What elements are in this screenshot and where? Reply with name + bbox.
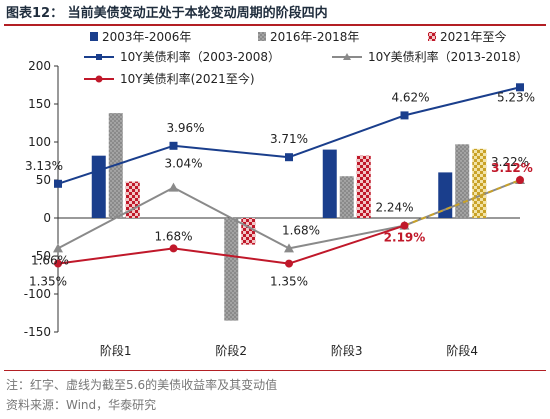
series-line-segment bbox=[288, 224, 405, 250]
series-line-segment bbox=[288, 224, 405, 265]
data-label: 3.71% bbox=[270, 132, 308, 146]
data-label: 5.23% bbox=[497, 90, 535, 104]
square-marker bbox=[169, 141, 178, 150]
data-label: 1.35% bbox=[29, 275, 67, 289]
data-label: 1.68% bbox=[282, 223, 320, 237]
series-line-segment bbox=[57, 144, 174, 185]
legend-label: 10Y美债利率(2021至今) bbox=[120, 71, 255, 86]
triangle-marker bbox=[168, 182, 179, 192]
legend-label: 10Y美债利率（2003-2008） bbox=[120, 49, 280, 64]
circle-marker bbox=[400, 221, 409, 230]
bar bbox=[472, 148, 487, 218]
legend-label: 2021年至今 bbox=[440, 29, 507, 44]
triangle-marker bbox=[53, 243, 63, 253]
square-marker bbox=[400, 111, 409, 120]
chart-axes: -150 -100 -50 0 50 100 150 200 阶段1 阶段2 阶段3 阶段4 bbox=[24, 59, 520, 358]
data-label: 1.35% bbox=[270, 275, 308, 289]
y-tick-label: -150 bbox=[24, 325, 51, 339]
title-rule bbox=[4, 24, 546, 26]
source-note: 资料来源：Wind，华泰研究 bbox=[6, 398, 157, 412]
legend-label: 2016年-2018年 bbox=[270, 30, 359, 44]
data-label: 1.66% bbox=[31, 253, 69, 267]
series-line-segment bbox=[173, 247, 290, 265]
legend-triangle-marker bbox=[343, 53, 351, 60]
legend-circle-marker bbox=[95, 75, 103, 83]
footnote: 注：红字、虚线为截至5.6的美债收益率及其变动值 bbox=[6, 378, 278, 392]
bar bbox=[438, 172, 453, 218]
y-tick-label: 200 bbox=[28, 59, 51, 73]
y-tick-label: -50 bbox=[31, 249, 51, 263]
y-tick-label: 50 bbox=[36, 173, 51, 187]
legend-label: 2003年-2006年 bbox=[102, 30, 191, 44]
square-marker bbox=[54, 179, 62, 188]
series-line-segment bbox=[57, 247, 174, 265]
x-tick-label: 阶段3 bbox=[331, 343, 363, 358]
data-label: 3.04% bbox=[164, 157, 202, 171]
y-tick-label: 150 bbox=[28, 97, 51, 111]
bar bbox=[339, 176, 354, 218]
legend-label: 10Y美债利率（2013-2018） bbox=[368, 49, 528, 64]
series-line-segment bbox=[404, 86, 521, 117]
circle-marker bbox=[516, 176, 524, 184]
series-line-segment bbox=[173, 144, 290, 159]
bar bbox=[455, 144, 470, 218]
series-line-segment bbox=[173, 186, 290, 250]
data-label: 2.24% bbox=[375, 201, 413, 215]
x-tick-label: 阶段1 bbox=[100, 343, 132, 358]
y-tick-label: 100 bbox=[28, 135, 51, 149]
square-marker bbox=[516, 83, 524, 92]
chart-legend: 2003年-2006年 2016年-2018年 2021年至今 10Y美债利率（200… bbox=[84, 29, 528, 86]
data-labels: 3.13% 3.96% 3.71% 4.62% 5.23% 1.66% 3.04% 1.68%… bbox=[25, 90, 535, 288]
square-marker bbox=[285, 153, 293, 162]
circle-marker bbox=[54, 259, 62, 268]
bar bbox=[224, 218, 239, 321]
legend-swatch bbox=[90, 32, 98, 41]
y-tick-label: -100 bbox=[24, 287, 51, 301]
data-label: 4.62% bbox=[391, 90, 429, 104]
bar bbox=[322, 149, 337, 218]
data-label: 3.22% bbox=[491, 155, 529, 169]
series-line-segment bbox=[404, 179, 521, 227]
circle-marker bbox=[169, 244, 178, 253]
legend-swatch bbox=[258, 32, 266, 41]
data-label: 2.19% bbox=[384, 231, 426, 245]
x-tick-label: 阶段4 bbox=[446, 343, 478, 358]
data-label: 3.13% bbox=[25, 159, 63, 173]
line-series bbox=[53, 83, 525, 268]
x-tick-label: 阶段2 bbox=[215, 343, 247, 358]
series-line-segment bbox=[288, 114, 405, 159]
chart-title: 图表12： 当前美债变动正处于本轮变动周期的阶段四内 bbox=[6, 6, 328, 21]
bar bbox=[91, 155, 106, 218]
y-tick-label: 0 bbox=[43, 211, 51, 225]
footer-rule bbox=[4, 370, 546, 371]
data-label: 1.68% bbox=[154, 229, 192, 243]
data-label: 3.12% bbox=[491, 161, 533, 175]
bar bbox=[125, 181, 140, 218]
data-label: 3.96% bbox=[166, 121, 204, 135]
bar bbox=[241, 218, 256, 245]
bar bbox=[356, 155, 371, 218]
circle-marker bbox=[285, 259, 293, 268]
legend-square-marker bbox=[96, 54, 102, 60]
chart: 2003年-2006年 2016年-2018年 2021年至今 10Y美债利率（200… bbox=[24, 29, 535, 358]
series-line-segment bbox=[57, 186, 174, 250]
legend-swatch bbox=[428, 32, 436, 41]
triangle-marker bbox=[284, 243, 294, 253]
